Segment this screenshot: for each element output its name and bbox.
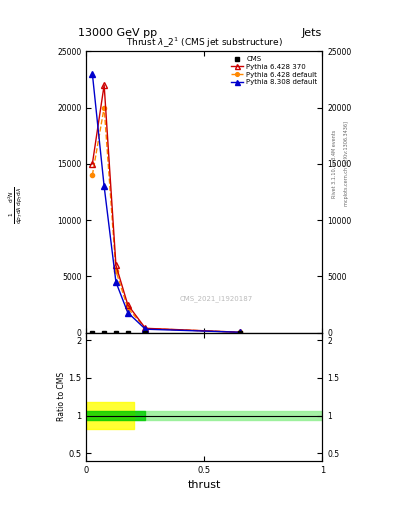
Title: Thrust $\lambda\_2^1$ (CMS jet substructure): Thrust $\lambda\_2^1$ (CMS jet substruct…: [126, 35, 283, 50]
Line: Pythia 8.308 default: Pythia 8.308 default: [90, 71, 242, 335]
CMS: [114, 330, 118, 336]
CMS: [90, 330, 95, 336]
Pythia 8.308 default: [90, 71, 95, 77]
CMS: [143, 330, 148, 336]
Pythia 6.428 default: [143, 326, 148, 332]
Line: Pythia 6.428 default: Pythia 6.428 default: [90, 105, 242, 334]
Pythia 6.428 370: [125, 302, 130, 308]
Pythia 8.308 default: [125, 309, 130, 315]
Line: Pythia 6.428 370: Pythia 6.428 370: [90, 82, 242, 335]
Pythia 6.428 370: [102, 82, 107, 88]
CMS: [125, 330, 130, 336]
Pythia 6.428 370: [114, 262, 118, 268]
Pythia 6.428 default: [102, 104, 107, 111]
Pythia 6.428 370: [90, 161, 95, 167]
Pythia 6.428 370: [237, 329, 242, 335]
Pythia 6.428 default: [90, 172, 95, 178]
Bar: [86, 412, 322, 420]
Text: 13000 GeV pp: 13000 GeV pp: [78, 28, 158, 38]
CMS: [102, 330, 107, 336]
Line: CMS: CMS: [90, 331, 242, 335]
Text: Rivet 3.1.10, ≥ 3.4M events: Rivet 3.1.10, ≥ 3.4M events: [332, 130, 337, 198]
Pythia 8.308 default: [102, 183, 107, 189]
Pythia 6.428 default: [125, 305, 130, 311]
Text: mcplots.cern.ch [arXiv:1306.3436]: mcplots.cern.ch [arXiv:1306.3436]: [344, 121, 349, 206]
Pythia 8.308 default: [143, 326, 148, 332]
Y-axis label: Ratio to CMS: Ratio to CMS: [57, 372, 66, 421]
X-axis label: thrust: thrust: [188, 480, 221, 490]
Pythia 6.428 default: [114, 268, 118, 274]
Text: $\frac{1}{\mathrm{d}p_T\mathrm{d}\lambda}\frac{\mathrm{d}^2N}{\mathrm{d}p_T\math: $\frac{1}{\mathrm{d}p_T\mathrm{d}\lambda…: [7, 186, 25, 224]
Pythia 6.428 370: [143, 325, 148, 331]
Text: Jets: Jets: [302, 28, 322, 38]
Pythia 8.308 default: [237, 329, 242, 335]
Pythia 6.428 default: [237, 329, 242, 335]
CMS: [237, 330, 242, 336]
Pythia 8.308 default: [114, 279, 118, 285]
Text: CMS_2021_I1920187: CMS_2021_I1920187: [180, 295, 253, 303]
Legend: CMS, Pythia 6.428 370, Pythia 6.428 default, Pythia 8.308 default: CMS, Pythia 6.428 370, Pythia 6.428 defa…: [230, 55, 319, 87]
